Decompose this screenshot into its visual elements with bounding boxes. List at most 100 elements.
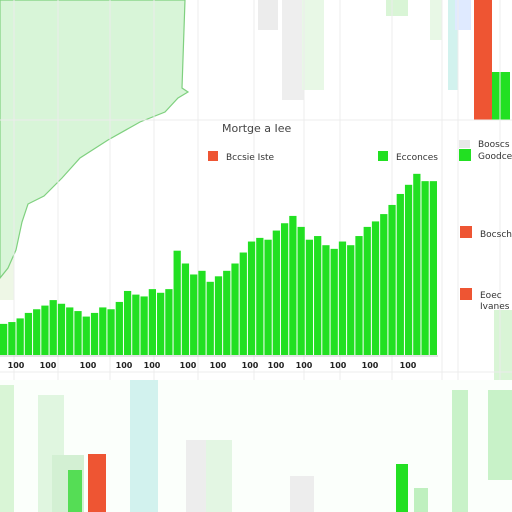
bar xyxy=(132,294,140,355)
bar xyxy=(305,239,314,355)
side-legend-swatch-3 xyxy=(460,226,472,238)
bar xyxy=(314,236,322,355)
bar xyxy=(157,292,165,355)
ghost-green-block xyxy=(492,72,510,120)
ghost-block xyxy=(302,0,324,90)
bar xyxy=(280,223,289,355)
legend: Bccsie Iste Ecconces xyxy=(208,151,438,163)
bar xyxy=(99,307,107,355)
bar xyxy=(272,230,280,355)
legend-label-1: Bccsie Iste xyxy=(226,153,275,163)
bar xyxy=(49,300,57,355)
ghost-block xyxy=(455,0,471,30)
bar xyxy=(264,239,272,355)
side-legend-label-5: Ivanes xyxy=(480,302,510,312)
bar xyxy=(90,312,99,355)
map-outline-icon xyxy=(0,0,190,279)
side-legend-swatch-4 xyxy=(460,288,472,300)
bar xyxy=(388,204,396,355)
x-tick-label: 100 xyxy=(180,361,197,370)
bar xyxy=(198,270,206,355)
ghost-green-block xyxy=(396,464,408,512)
chart-title: Mortge a Iee xyxy=(222,122,292,135)
bar xyxy=(181,263,190,355)
bottom-ghost-artifacts xyxy=(0,380,512,512)
legend-label-2: Ecconces xyxy=(396,153,438,163)
x-tick-label: 100 xyxy=(268,361,285,370)
bar xyxy=(404,184,413,355)
bar xyxy=(41,305,49,355)
bar xyxy=(380,214,388,355)
bar xyxy=(231,263,239,355)
bar xyxy=(165,289,173,355)
bar-series xyxy=(0,173,437,355)
x-tick-label: 100 xyxy=(362,361,379,370)
bar xyxy=(214,276,223,355)
ghost-red-block xyxy=(474,0,492,120)
bar xyxy=(206,281,214,355)
x-tick-label: 100 xyxy=(116,361,133,370)
bar xyxy=(16,318,24,355)
ghost-block xyxy=(68,470,82,512)
bar xyxy=(82,316,90,355)
bar xyxy=(190,274,198,355)
side-legend-label-3: Bocsch xyxy=(480,230,512,240)
ghost-block xyxy=(430,0,442,40)
x-tick-label: 100 xyxy=(400,361,417,370)
bar xyxy=(123,290,132,355)
ghost-block xyxy=(452,390,468,512)
ghost-block xyxy=(258,0,278,30)
bar xyxy=(239,252,247,355)
side-legend: Booscs Goodce Bocsch Eoec Ivanes xyxy=(459,140,512,312)
legend-swatch-1 xyxy=(208,151,218,161)
bar xyxy=(256,237,264,355)
x-tick-label: 100 xyxy=(144,361,161,370)
x-tick-label: 100 xyxy=(296,361,313,370)
ghost-artifacts xyxy=(0,0,512,390)
bar xyxy=(322,245,330,355)
side-legend-label-1: Booscs xyxy=(478,140,510,150)
bar xyxy=(396,193,404,355)
bar xyxy=(338,241,347,355)
x-tick-label: 100 xyxy=(242,361,259,370)
bar xyxy=(347,245,355,355)
x-tick-labels: 100 100 100 100 100 100 100 100 100 100 100 100 100 xyxy=(8,361,417,370)
ghost-block xyxy=(0,385,14,512)
ghost-red-block xyxy=(88,454,106,512)
ghost-block xyxy=(448,0,458,90)
bar xyxy=(74,311,82,355)
bar xyxy=(413,173,421,355)
bar xyxy=(107,309,115,355)
side-legend-label-4: Eoec xyxy=(480,291,502,301)
bar xyxy=(421,181,429,355)
ghost-block xyxy=(282,0,304,100)
side-legend-swatch-1 xyxy=(459,140,470,148)
ghost-block xyxy=(386,0,408,16)
bar xyxy=(297,226,305,355)
bar xyxy=(24,312,33,355)
bar xyxy=(247,241,256,355)
bar xyxy=(115,301,123,355)
bar xyxy=(363,226,371,355)
side-legend-label-2: Goodce xyxy=(478,152,512,162)
ghost-block xyxy=(494,310,512,390)
x-tick-label: 100 xyxy=(330,361,347,370)
bar xyxy=(330,248,338,355)
bar xyxy=(173,250,181,355)
bar xyxy=(223,270,231,355)
legend-swatch-2 xyxy=(378,151,388,161)
bar xyxy=(8,322,16,355)
bar xyxy=(148,289,157,355)
bar xyxy=(0,323,8,355)
x-tick-label: 100 xyxy=(40,361,57,370)
x-tick-label: 100 xyxy=(80,361,97,370)
bar xyxy=(289,215,297,355)
bar xyxy=(33,309,41,355)
side-legend-swatch-2 xyxy=(459,149,471,161)
ghost-block xyxy=(186,440,206,512)
ghost-block xyxy=(130,380,158,512)
x-tick-label: 100 xyxy=(210,361,227,370)
ghost-block xyxy=(206,440,232,512)
ghost-block xyxy=(290,476,314,512)
x-tick-label: 100 xyxy=(8,361,25,370)
